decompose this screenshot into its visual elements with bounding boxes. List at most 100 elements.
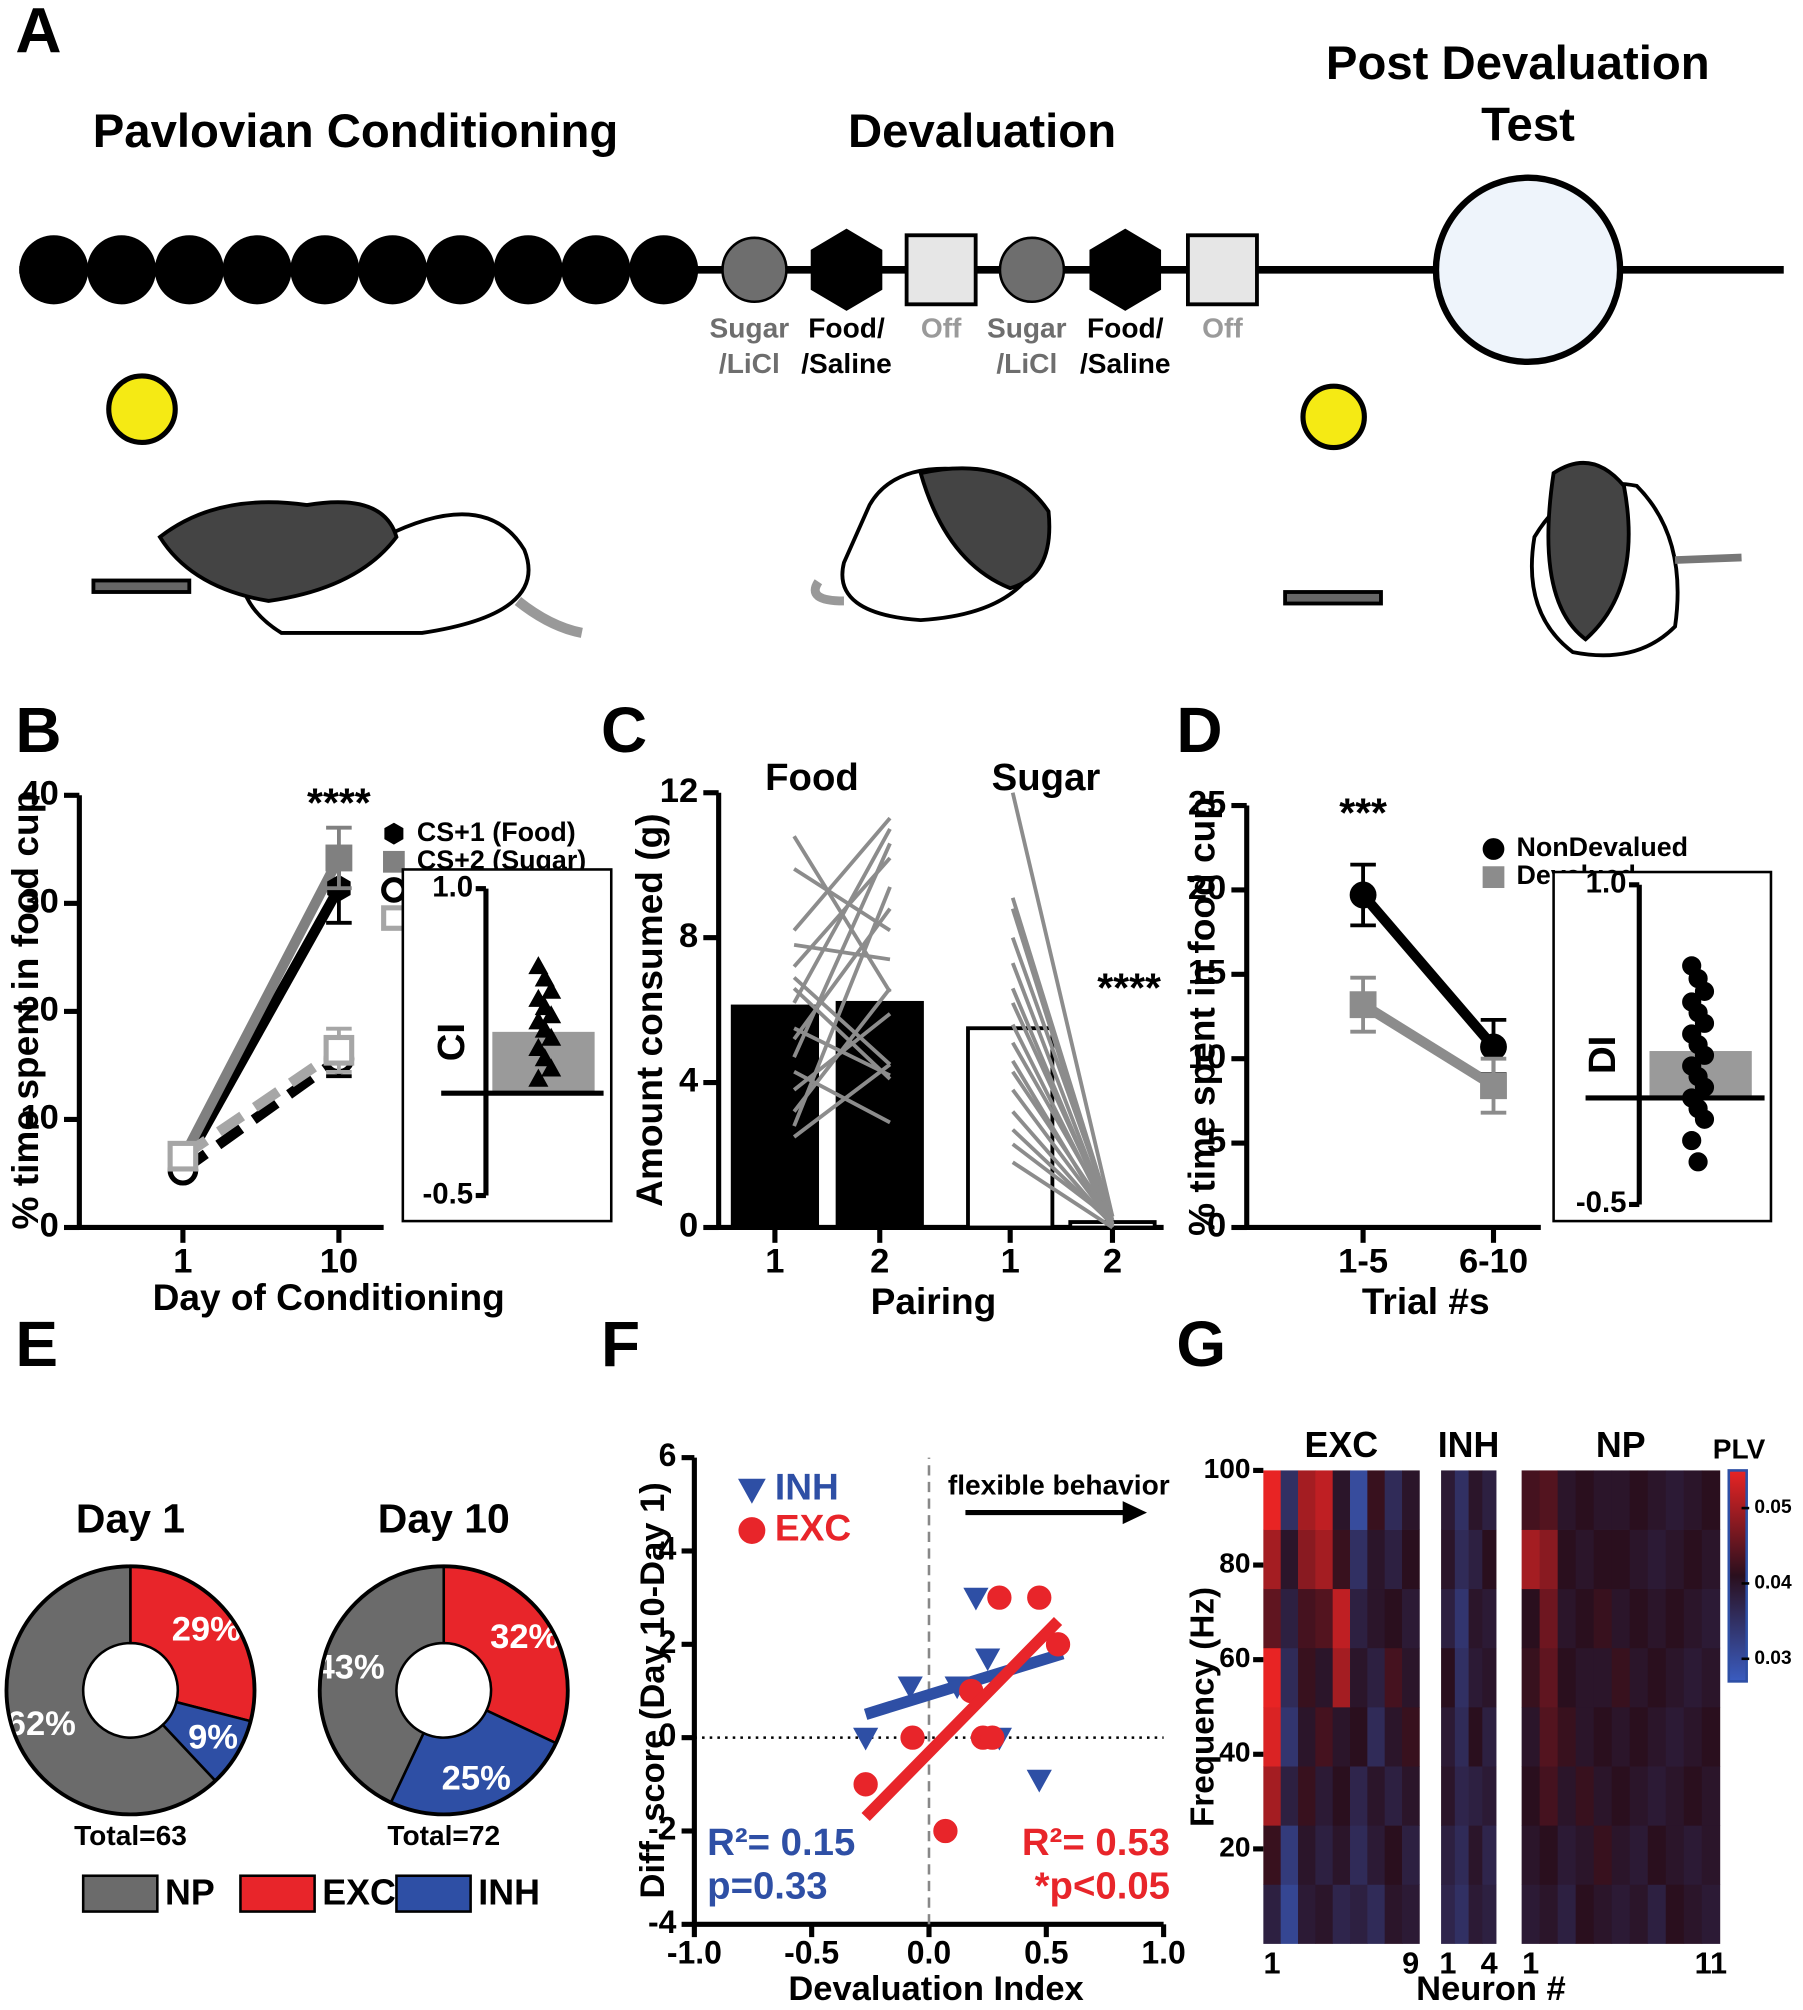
heatmap-title: EXC	[1305, 1425, 1379, 1465]
heat-cell	[1402, 1647, 1420, 1708]
heat-cell	[1350, 1825, 1368, 1885]
step-label: Off	[921, 312, 962, 343]
heat-cell	[1454, 1588, 1469, 1649]
heat-cell	[1280, 1766, 1299, 1826]
legend-label: EXC	[322, 1872, 396, 1912]
heat-cell	[1482, 1825, 1497, 1885]
panel-label: E	[15, 1308, 58, 1380]
panel-label: A	[15, 0, 61, 67]
heat-cell	[1482, 1588, 1497, 1649]
marker	[900, 1725, 925, 1750]
heat-cell	[1298, 1588, 1316, 1649]
subject-line	[1011, 1160, 1114, 1230]
marker	[381, 905, 407, 931]
heat-cell	[1647, 1647, 1667, 1708]
heat-cell	[1402, 1706, 1420, 1767]
marker	[534, 968, 555, 987]
y-tick-label: 100	[1204, 1453, 1251, 1484]
heat-cell	[1701, 1884, 1721, 1944]
heat-cell	[1629, 1825, 1649, 1885]
bar	[730, 1004, 820, 1230]
pie-label: 43%	[316, 1649, 385, 1687]
heat-cell	[1611, 1706, 1631, 1767]
y-tick-label: -2	[648, 1810, 676, 1846]
x-tick-label: 1	[1439, 1945, 1456, 1980]
x-tick-label: 1	[1522, 1945, 1539, 1980]
marker	[1694, 1013, 1715, 1033]
pie-total: Total=72	[387, 1820, 500, 1851]
panel-label: F	[601, 1308, 640, 1380]
heat-cell	[1350, 1647, 1368, 1708]
step-label: Sugar	[987, 312, 1067, 343]
step-label: /Saline	[801, 348, 892, 379]
heat-cell	[1575, 1825, 1595, 1885]
heat-cell	[1521, 1529, 1541, 1590]
heat-cell	[1557, 1766, 1577, 1826]
heat-cell	[1539, 1706, 1559, 1767]
rat-illustrations	[91, 460, 1742, 658]
marker	[933, 1818, 958, 1844]
marker	[1480, 1033, 1507, 1061]
heat-cell	[1593, 1470, 1613, 1530]
marker	[1349, 881, 1377, 909]
heat-cell	[1384, 1529, 1403, 1590]
heat-cell	[1315, 1588, 1334, 1649]
x-tick-label: 1	[1001, 1242, 1020, 1280]
heat-cell	[1482, 1706, 1497, 1767]
heat-cell	[1575, 1588, 1595, 1649]
heat-cell	[1468, 1470, 1483, 1530]
marker	[1482, 866, 1505, 889]
heat-cell	[1454, 1647, 1469, 1708]
y-tick-label: 40	[20, 774, 58, 812]
heat-cell	[1593, 1588, 1613, 1649]
heat-cell	[1557, 1529, 1577, 1590]
heat-cell	[1367, 1588, 1386, 1649]
stats-label: R²= 0.15	[707, 1821, 855, 1864]
heat-cell	[1647, 1706, 1667, 1767]
heat-cell	[1611, 1825, 1631, 1885]
heatmap-title: INH	[1438, 1425, 1500, 1465]
heat-cell	[1367, 1647, 1386, 1708]
heat-cell	[1402, 1588, 1420, 1649]
heat-cell	[1575, 1884, 1595, 1944]
legend-label: CS+1 (Food)	[417, 817, 576, 847]
subject-line	[1011, 1088, 1115, 1226]
y-tick-label: 4	[679, 1062, 699, 1100]
heat-cell	[1332, 1825, 1351, 1885]
marker	[987, 1585, 1012, 1610]
heat-cell	[1367, 1470, 1386, 1530]
heat-cell	[1468, 1766, 1483, 1826]
x-axis-label: Day of Conditioning	[153, 1276, 505, 1318]
y-tick-label: 6	[659, 1437, 677, 1473]
marker	[1027, 1585, 1052, 1610]
x-tick-label: 1-5	[1338, 1242, 1388, 1280]
inset-tick-label: 1.0	[1586, 867, 1627, 900]
pie-outline	[317, 1564, 570, 1817]
heat-cell	[1280, 1647, 1299, 1708]
heat-cell	[1315, 1529, 1334, 1590]
x-tick-label: 10	[320, 1242, 358, 1280]
heat-cell	[1629, 1706, 1649, 1767]
step-label: /Saline	[1080, 348, 1171, 379]
x-axis-label: Devaluation Index	[788, 1970, 1083, 2008]
y-axis-label: Frequency (Hz)	[1184, 1587, 1221, 1827]
heat-cell	[1384, 1470, 1403, 1530]
heat-cell	[1332, 1647, 1351, 1708]
subject-line	[792, 816, 892, 932]
x-tick-label: 9	[1402, 1945, 1419, 1980]
heat-cell	[1315, 1766, 1334, 1826]
x-tick-label: 2	[870, 1242, 889, 1280]
heat-cell	[1402, 1529, 1420, 1590]
heat-cell	[1332, 1884, 1351, 1944]
heat-cell	[1263, 1706, 1282, 1767]
heat-cell	[1402, 1470, 1420, 1530]
heat-cell	[1575, 1529, 1595, 1590]
y-tick-label: 10	[1188, 1038, 1226, 1076]
heat-cell	[1280, 1884, 1299, 1944]
subject-line	[792, 886, 892, 1127]
heat-cell	[1665, 1470, 1685, 1530]
step-label: Food/	[808, 312, 885, 343]
heat-cell	[1441, 1825, 1456, 1885]
heat-cell	[1367, 1529, 1386, 1590]
